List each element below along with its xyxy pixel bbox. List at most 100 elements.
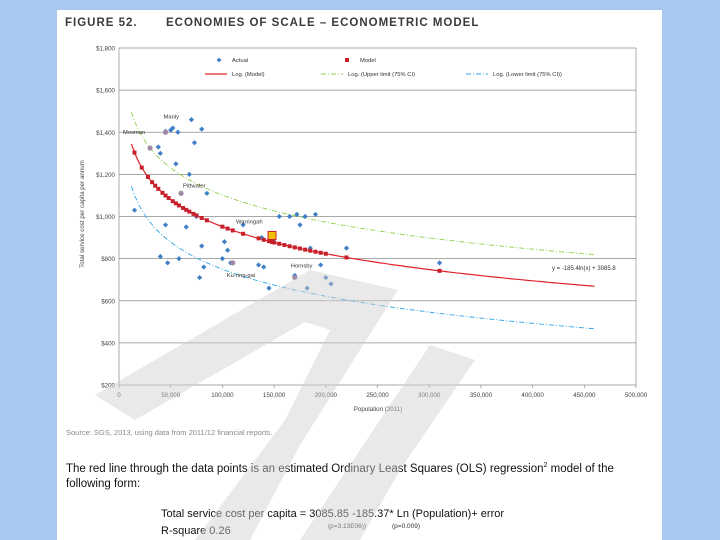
actual-point — [436, 260, 443, 266]
council-label: Manly — [164, 114, 180, 120]
y-tick-label: $200 — [101, 383, 115, 390]
model-point — [261, 237, 266, 242]
y-tick-label: $1,000 — [96, 214, 115, 221]
council-label: Mosman — [123, 130, 145, 136]
actual-point — [343, 245, 350, 251]
actual-point — [302, 213, 308, 220]
model-point — [266, 239, 271, 244]
lower-limit-curve — [130, 186, 595, 330]
actual-point — [307, 245, 313, 251]
x-axis-label: Population (2011) — [354, 406, 402, 413]
council-point — [147, 145, 153, 151]
actual-point — [191, 140, 198, 146]
council-label: Pittwater — [183, 183, 206, 189]
x-tick-label: 400,000 — [521, 392, 544, 399]
x-axis-tick-labels: 0 50,000 100,000 150,000 200,000 250,000 300,0… — [117, 392, 647, 399]
para-part-a: The red line through the data points is … — [66, 462, 544, 475]
y-tick-label: $1,200 — [96, 172, 115, 179]
council-point — [162, 129, 169, 135]
actual-point — [173, 161, 179, 167]
actual-point — [318, 262, 324, 268]
y-axis-label: Total service cost per capita per annum — [79, 160, 86, 268]
model-point — [194, 213, 199, 218]
actual-point — [188, 117, 194, 123]
highlight-point — [267, 230, 277, 240]
actual-point — [155, 144, 161, 150]
legend-swatch — [216, 57, 222, 63]
figure-sheet — [57, 10, 662, 540]
actual-point — [294, 211, 300, 217]
actual-point — [266, 285, 272, 291]
model-point — [176, 203, 181, 208]
y-tick-label: $1,400 — [96, 130, 115, 137]
council-point — [178, 190, 184, 196]
x-tick-label: 150,000 — [263, 392, 286, 399]
y-axis-tick-labels: $200 $400 $600 $800 $1,000 $1,200 $1,400 $1,600… — [96, 46, 115, 390]
x-tick-label: 350,000 — [470, 392, 493, 399]
actual-point — [201, 264, 207, 270]
actual-point — [219, 256, 225, 262]
actual-point — [287, 213, 293, 220]
model-point — [204, 218, 209, 223]
actual-point — [183, 224, 189, 230]
actual-point — [221, 239, 228, 245]
model-point — [303, 247, 308, 252]
para-part-b: model of the following form: — [66, 462, 614, 490]
model-point — [230, 228, 235, 233]
x-tick-label: 0 — [117, 392, 121, 399]
model-point — [323, 251, 328, 256]
model-point — [145, 174, 150, 179]
figure-source: Source: SGS, 2013, using data from 2011/… — [66, 428, 273, 437]
grid-lines — [118, 47, 637, 388]
model-point — [220, 224, 225, 229]
legend-swatch — [345, 58, 349, 62]
y-tick-label: $1,600 — [96, 88, 115, 95]
model-point — [297, 246, 302, 251]
model-point — [139, 165, 144, 170]
model-series — [132, 150, 442, 273]
model-point — [199, 215, 204, 220]
model-point — [225, 226, 230, 231]
actual-point — [297, 222, 303, 228]
actual-point — [304, 285, 310, 291]
council-point — [230, 260, 236, 266]
x-tick-label: 300,000 — [418, 392, 441, 399]
model-point — [173, 201, 178, 206]
model-point — [241, 231, 246, 236]
trend-curves — [130, 112, 595, 330]
x-tick-label: 250,000 — [366, 392, 389, 399]
regression-equation: y = -185.4ln(x) + 3085.8 — [552, 266, 616, 272]
actual-point — [224, 247, 231, 253]
model-point — [344, 255, 349, 260]
model-point — [318, 250, 323, 255]
council-label: Ku-ring-gai — [227, 273, 255, 279]
actual-point — [199, 243, 205, 249]
model-point — [181, 206, 186, 211]
legend-label: Actual — [232, 58, 248, 64]
actual-point — [328, 281, 334, 287]
actual-point — [240, 222, 246, 228]
council-label: Warringah — [236, 219, 263, 225]
model-point — [160, 190, 165, 195]
x-tick-label: 200,000 — [315, 392, 338, 399]
upper-limit-curve — [130, 112, 595, 256]
x-tick-label: 100,000 — [211, 392, 234, 399]
actual-point — [276, 213, 282, 220]
actual-point — [164, 260, 171, 266]
actual-point — [323, 274, 329, 281]
actual-point — [131, 207, 138, 213]
model-point — [191, 211, 196, 216]
model-point — [270, 239, 275, 244]
model-point — [256, 236, 261, 241]
named-councils: Manly Mosman Pittwater Warringah Ku-ring-gai… — [123, 114, 312, 281]
actual-point — [170, 125, 176, 131]
model-point — [313, 249, 318, 254]
model-log-curve — [130, 143, 595, 287]
actual-point — [186, 171, 192, 177]
x-tick-label: 450,000 — [573, 392, 596, 399]
model-point — [184, 207, 189, 212]
model-point — [292, 245, 297, 250]
model-point — [150, 180, 155, 185]
legend-label: Log. (Lower limit (75% CI)) — [493, 72, 562, 78]
